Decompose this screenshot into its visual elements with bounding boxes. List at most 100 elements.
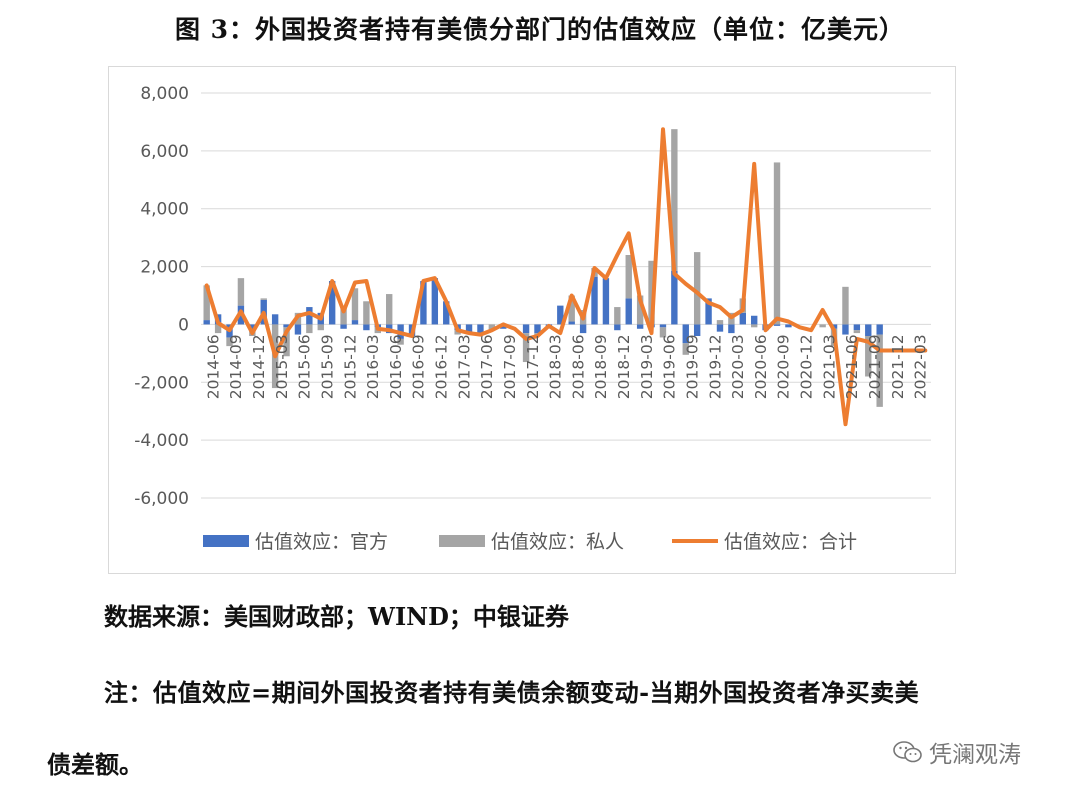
bar-official <box>728 324 735 334</box>
x-tick-label: 2018-06 <box>569 334 587 399</box>
bar-official <box>876 324 883 335</box>
y-tick-label: -4,000 <box>134 431 189 451</box>
figure-title: 图 3：外国投资者持有美债分部门的估值效应（单位：亿美元） <box>174 15 906 44</box>
bar-official <box>306 307 313 325</box>
wechat-icon <box>893 741 922 763</box>
bar-private <box>648 260 655 325</box>
bar-official <box>625 298 632 325</box>
x-tick-label: 2021-03 <box>820 334 838 399</box>
bar-private <box>682 343 689 355</box>
bar-official <box>283 324 290 328</box>
bar-private <box>203 285 210 321</box>
x-tick-label: 2020-03 <box>729 334 747 399</box>
y-tick-label: 4,000 <box>140 200 189 220</box>
bar-private <box>853 330 861 334</box>
x-tick-label: 2020-06 <box>752 334 770 399</box>
x-tick-label: 2017-06 <box>478 334 496 399</box>
y-tick-label: -2,000 <box>134 373 189 393</box>
total-line <box>204 127 928 427</box>
y-tick-label: 6,000 <box>140 142 189 162</box>
legend-swatch <box>203 535 249 547</box>
x-tick-label: 2018-03 <box>547 334 565 399</box>
bar-private <box>693 252 701 325</box>
bar-official <box>557 305 564 325</box>
bar-official <box>568 321 575 325</box>
bar-private <box>488 324 496 331</box>
bar-official <box>682 324 689 344</box>
bar-private <box>716 320 724 325</box>
bar-private <box>659 327 667 338</box>
bar-official <box>431 278 439 325</box>
bar-private <box>522 333 530 363</box>
note-line-1: 注：估值效应=期间外国投资者持有美债余额变动-当期外国投资者净买卖美 <box>104 678 920 707</box>
bar-official <box>328 281 336 325</box>
x-tick-label: 2021-12 <box>889 334 907 399</box>
bar-official <box>739 312 746 325</box>
x-tick-label: 2014-06 <box>204 334 222 399</box>
bar-official <box>671 270 678 325</box>
bar-private <box>317 324 324 331</box>
bar-official <box>420 281 427 325</box>
bar-private <box>386 294 393 325</box>
bar-official <box>522 324 530 334</box>
x-tick-label: 2022-03 <box>912 334 930 399</box>
x-tick-label: 2017-12 <box>524 334 542 399</box>
legend-swatch <box>439 535 485 547</box>
x-tick-label: 2016-06 <box>387 334 405 399</box>
y-tick-label: 8,000 <box>140 84 189 104</box>
x-tick-label: 2016-12 <box>433 334 451 399</box>
bar-private <box>351 288 359 321</box>
bar-official <box>773 324 781 326</box>
bar-official <box>294 324 302 335</box>
note-line-2: 债差额。 <box>47 750 143 779</box>
x-tick-label: 2017-03 <box>455 334 473 399</box>
bar-private <box>260 298 267 300</box>
x-tick-label: 2021-06 <box>843 334 861 399</box>
bar-private <box>751 324 758 328</box>
x-tick-label: 2014-09 <box>227 334 245 399</box>
legend-label: 估值效应：私人 <box>491 531 624 553</box>
bar-official <box>602 278 610 325</box>
watermark: 凭澜观涛 <box>893 735 1021 769</box>
x-axis-ticks: 2014-06 2014-09 2014-12 2015-03 2015-06 2015-… <box>204 334 929 399</box>
bar-official <box>785 324 792 328</box>
x-tick-label: 2015-06 <box>296 334 314 399</box>
bar-private <box>306 324 313 334</box>
line-total <box>204 127 928 427</box>
y-tick-label: -6,000 <box>134 489 189 509</box>
y-tick-label: 0 <box>178 315 189 335</box>
x-tick-label: 2016-03 <box>364 334 382 399</box>
legend-label: 估值效应：合计 <box>724 531 857 553</box>
bar-official <box>579 324 587 334</box>
bar-private <box>865 336 872 377</box>
data-source: 数据来源：美国财政部；WIND；中银证券 <box>104 602 569 631</box>
y-axis-ticks: -6,000 -4,000 -2,000 0 2,000 4,000 6,000 8,000 <box>134 84 189 509</box>
chart-svg: -6,000-4,000-2,00002,0004,0006,0008,000 … <box>134 84 931 553</box>
bar-private <box>842 286 849 325</box>
bar-private <box>226 337 233 347</box>
bar-official <box>716 324 724 332</box>
watermark-text: 凭澜观涛 <box>929 742 1021 768</box>
x-tick-label: 2019-12 <box>706 334 724 399</box>
bar-official <box>534 324 541 334</box>
bar-official <box>203 320 210 325</box>
bar-official <box>853 324 861 331</box>
bar-official <box>865 324 872 336</box>
bar-private <box>340 307 347 325</box>
x-tick-label: 2016-09 <box>410 334 428 399</box>
bar-private <box>237 278 245 306</box>
bar-official <box>443 301 450 325</box>
chart-frame: -6,000 -4,000 -2,000 0 2,000 4,000 6,000 8,000 … <box>108 66 956 574</box>
legend: 估值效应：官方 估值效应：私人 估值效应：合计 <box>203 531 857 553</box>
bar-private <box>454 330 461 335</box>
bar-official <box>363 324 370 331</box>
bar-private <box>614 307 621 325</box>
gridlines <box>201 92 931 499</box>
x-tick-label: 2019-06 <box>661 334 679 399</box>
x-tick-label: 2015-03 <box>273 334 291 399</box>
bar-private <box>283 327 290 357</box>
bar-official <box>614 324 621 331</box>
bar-private <box>214 324 222 334</box>
bar-private <box>671 129 678 271</box>
bar-private <box>876 334 883 407</box>
